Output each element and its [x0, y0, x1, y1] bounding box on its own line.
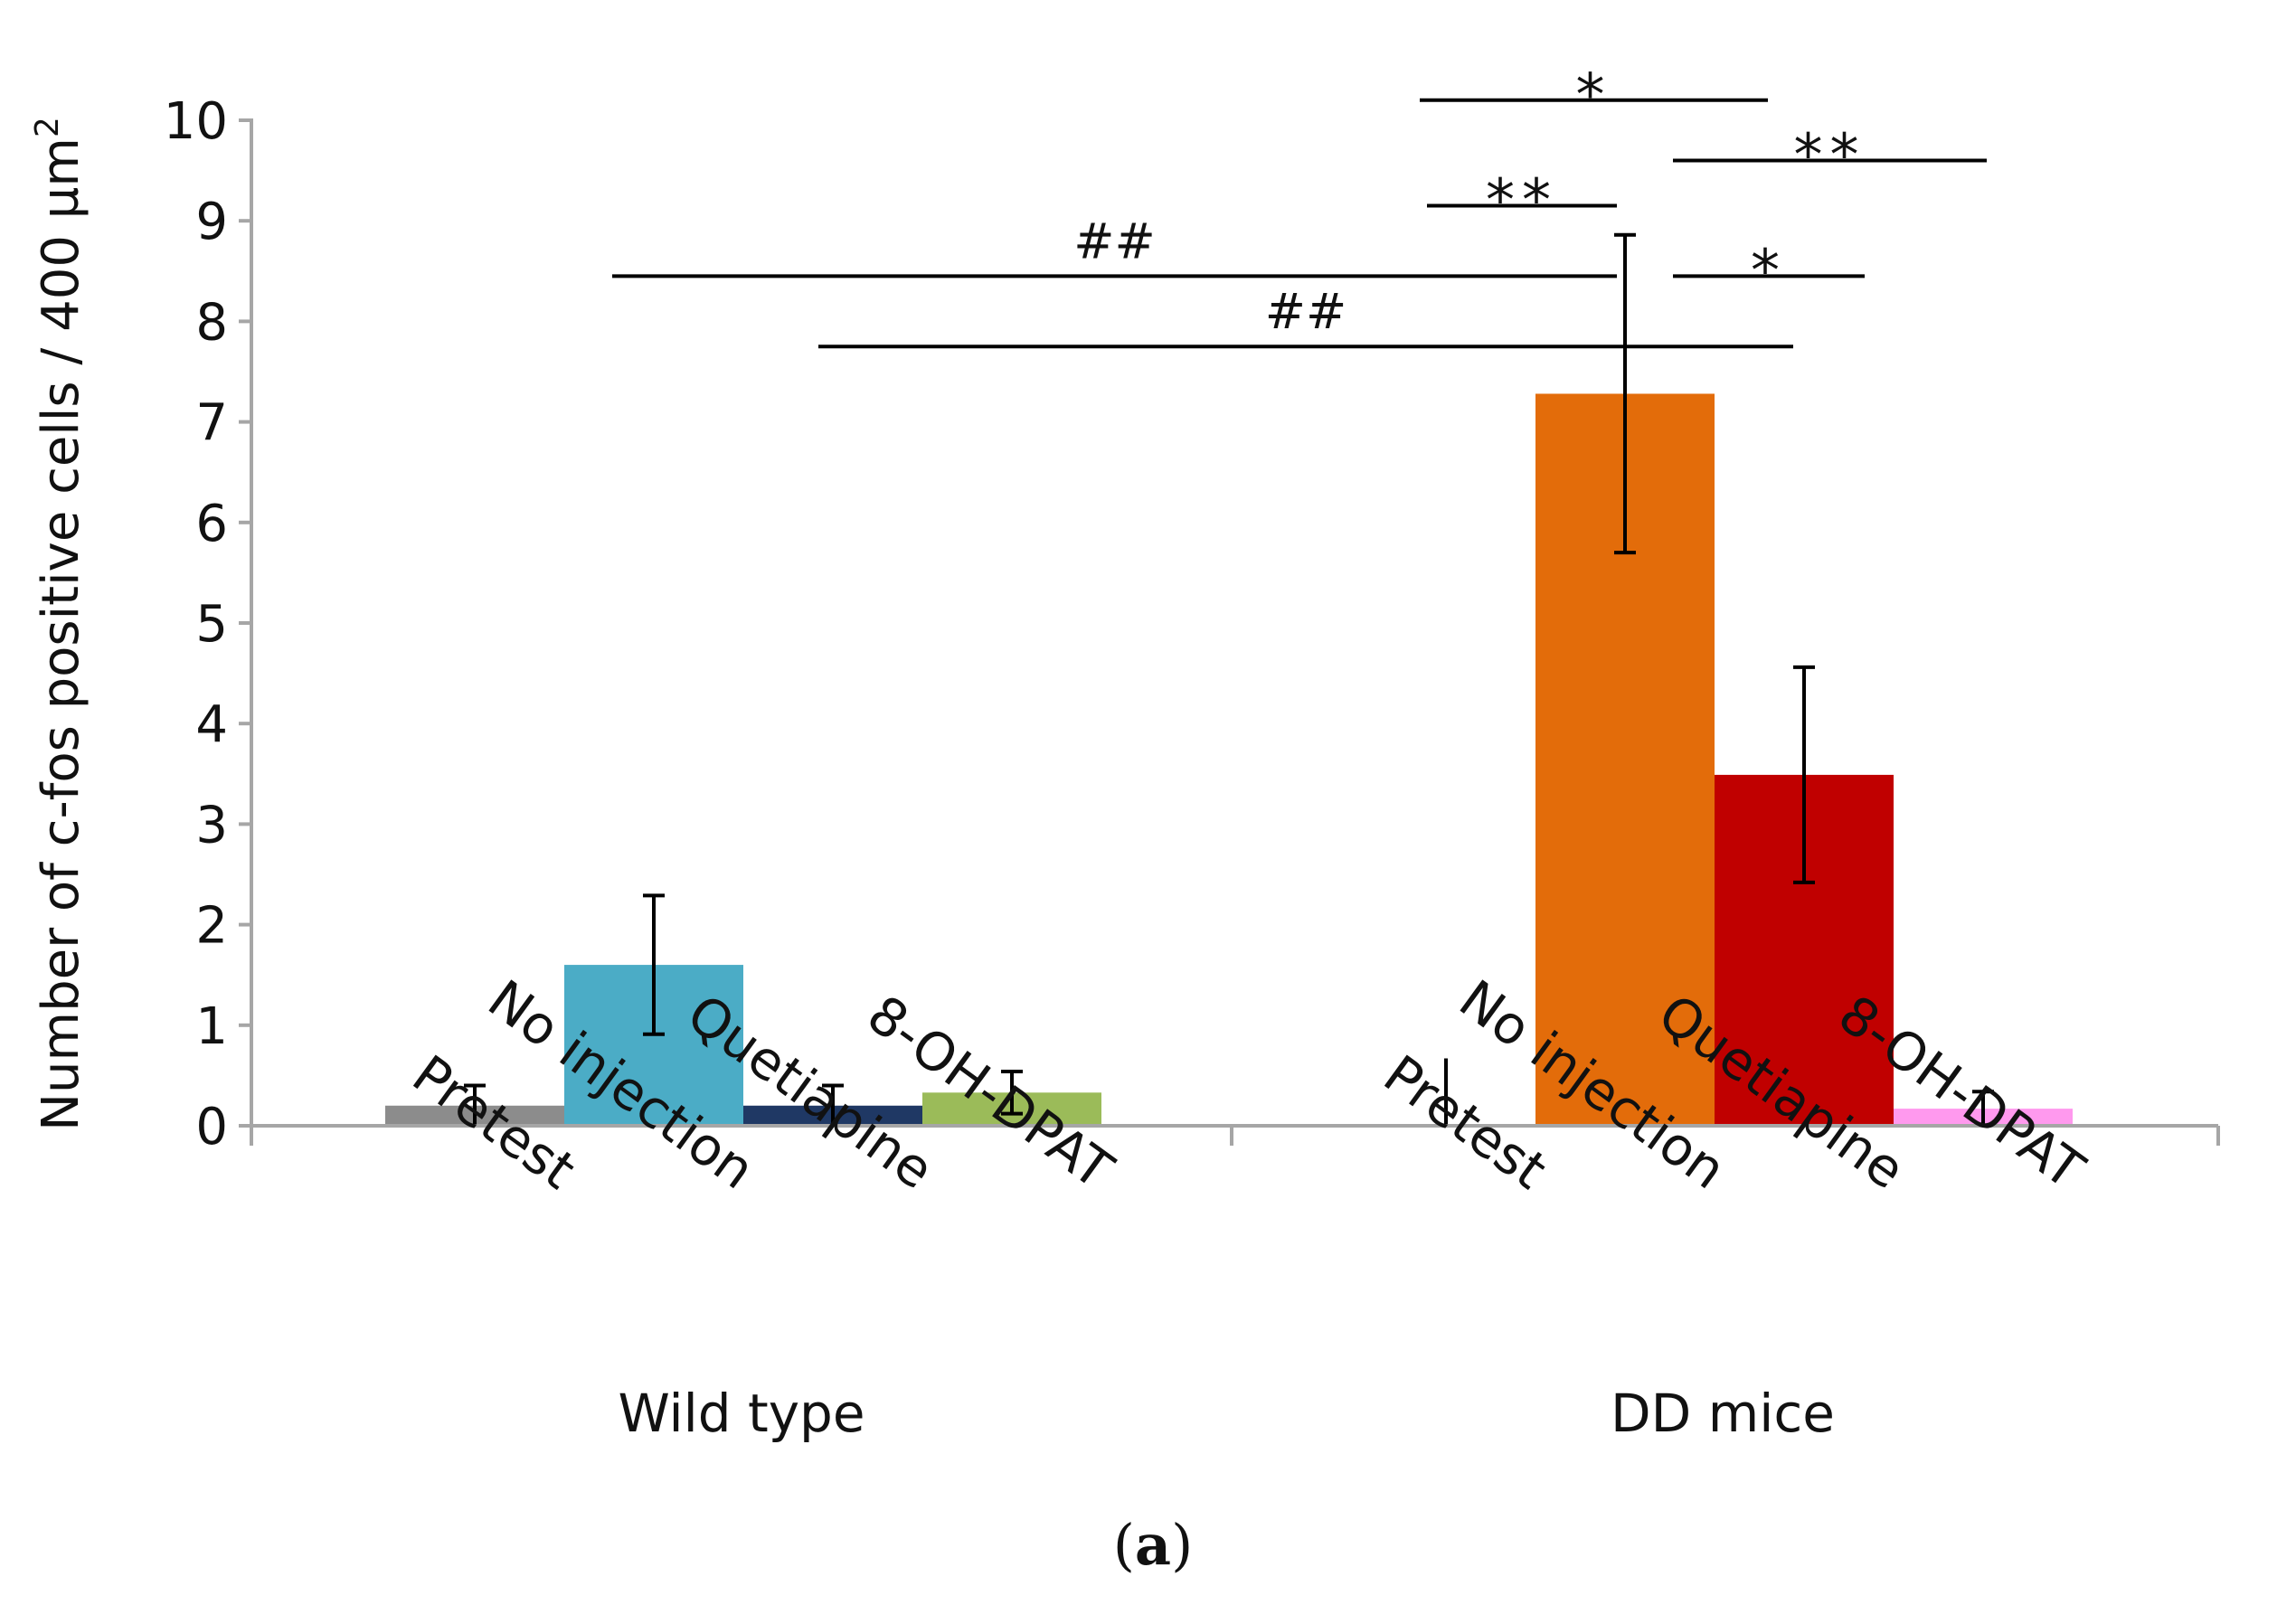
y-tick-label: 8: [195, 293, 228, 352]
y-axis-title: Number of c-fos positive cells / 400 µm2: [29, 117, 90, 1131]
y-tick-label: 3: [195, 796, 228, 854]
y-tick-label: 9: [195, 193, 228, 251]
significance-layer: *****## *##: [612, 62, 1987, 349]
y-tick-label: 5: [195, 595, 228, 654]
bars-layer: [385, 393, 2073, 1126]
y-tick-label: 1: [195, 997, 228, 1056]
significance-marker: ##: [1073, 212, 1156, 269]
significance-marker: ##: [1265, 283, 1347, 340]
significance-marker: **: [1486, 168, 1558, 235]
y-tick-label: 4: [195, 695, 228, 754]
y-tick-label: 2: [195, 897, 228, 956]
y-tick-label: 0: [195, 1098, 228, 1157]
significance-marker: **: [1794, 122, 1866, 189]
y-tick-label: 7: [195, 394, 228, 453]
group-label: Wild type: [618, 1383, 865, 1444]
panel-label-letter: a: [1135, 1512, 1171, 1578]
y-axis-title-superscript: 2: [29, 117, 66, 137]
group-label: DD mice: [1611, 1383, 1835, 1444]
y-tick-label: 10: [164, 92, 228, 151]
panel-label: (a): [1113, 1512, 1194, 1578]
y-tick-label: 6: [195, 495, 228, 553]
significance-marker: *: [1576, 62, 1612, 129]
axes-layer: [239, 118, 2220, 1146]
significance-marker: *: [1751, 238, 1787, 305]
